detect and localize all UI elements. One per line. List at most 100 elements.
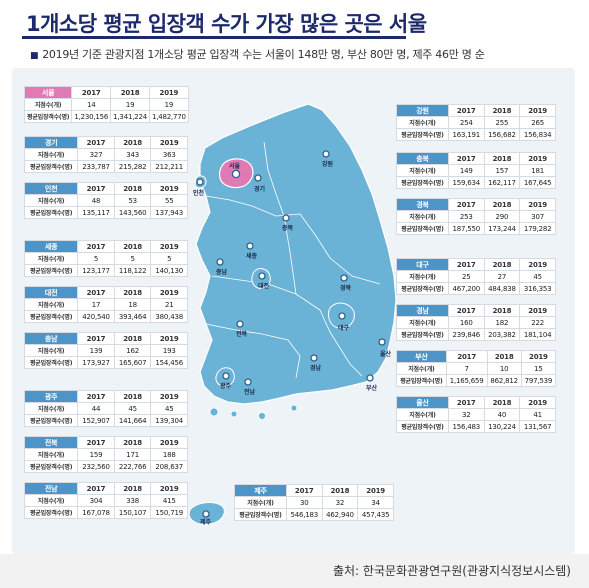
avg-value: 139,304 (150, 414, 188, 427)
avg-value: 143,560 (113, 206, 152, 219)
header-row: 부산 2017 2018 2019 (396, 350, 557, 363)
sites-value: 45 (519, 270, 556, 283)
avg-row: 평균입장객수(명) 1,230,156 1,341,224 1,482,770 (23, 110, 189, 123)
sites-row: 지점수(개) 32 40 41 (396, 408, 556, 421)
avg-row: 평균입장객수(명) 123,177 118,122 140,130 (23, 264, 188, 277)
avg-value: 150,107 (113, 506, 152, 519)
avg-label: 평균입장객수(명) (396, 282, 449, 295)
avg-value: 181,104 (519, 328, 556, 341)
year-cell: 2017 (285, 484, 323, 497)
header-row: 경북 2017 2018 2019 (396, 198, 556, 211)
sites-row: 지점수(개) 159 171 188 (23, 448, 188, 461)
sites-row: 지점수(개) 327 343 363 (23, 148, 188, 161)
avg-value: 393,464 (113, 310, 152, 323)
sites-label: 지점수(개) (23, 252, 79, 265)
gangwon-marker (322, 150, 330, 158)
avg-row: 평균입장객수(명) 1,165,659 862,812 797,539 (396, 374, 557, 387)
chungbuk-marker (282, 214, 290, 222)
header-row: 전남 2017 2018 2019 (23, 482, 188, 495)
sites-row: 지점수(개) 304 338 415 (23, 494, 188, 507)
sites-value: 30 (285, 496, 323, 509)
mainland-shape (195, 103, 397, 405)
avg-row: 평균입장객수(명) 152,907 141,664 139,304 (23, 414, 188, 427)
year-cell: 2017 (77, 390, 115, 403)
avg-value: 179,282 (519, 222, 556, 235)
avg-value: 1,165,659 (445, 374, 488, 387)
year-cell: 2018 (483, 152, 521, 165)
header-row: 대구 2017 2018 2019 (396, 258, 556, 271)
avg-value: 457,435 (357, 508, 394, 521)
year-cell: 2019 (150, 482, 188, 495)
sites-value: 48 (77, 194, 115, 207)
year-cell: 2017 (77, 436, 115, 449)
avg-label: 평균입장객수(명) (234, 508, 287, 521)
avg-label: 평균입장객수(명) (23, 264, 79, 277)
sites-label: 지점수(개) (23, 148, 79, 161)
header-row: 울산 2017 2018 2019 (396, 396, 556, 409)
region-name: 충남 (23, 332, 79, 345)
avg-value: 156,682 (483, 128, 521, 141)
avg-label: 평균입장객수(명) (396, 222, 449, 235)
sites-value: 25 (447, 270, 485, 283)
map-label-gyeongnam: 경남 (310, 364, 322, 372)
gyeonggi-marker (254, 174, 262, 182)
sites-label: 지점수(개) (396, 210, 449, 223)
region-table-gangwon: 강원 2017 2018 2019 지점수(개) 254 255 265 평균입장객수(명) 16… (396, 104, 556, 141)
map-label-jeju: 제주 (200, 518, 212, 526)
sites-value: 182 (483, 316, 521, 329)
map-label-incheon: 인천 (193, 189, 205, 197)
sites-value: 5 (113, 252, 152, 265)
sites-value: 19 (110, 98, 150, 111)
avg-value: 1,482,770 (148, 110, 189, 123)
year-cell: 2017 (447, 152, 485, 165)
map-label-daejeon: 대전 (258, 282, 270, 290)
sites-row: 지점수(개) 5 5 5 (23, 252, 188, 265)
sites-value: 5 (77, 252, 115, 265)
avg-value: 159,634 (447, 176, 485, 189)
coast-islands (209, 404, 298, 420)
avg-value: 239,846 (447, 328, 485, 341)
region-name: 울산 (396, 396, 449, 409)
year-cell: 2019 (150, 182, 188, 195)
header-row: 세종 2017 2018 2019 (23, 240, 188, 253)
sites-value: 188 (150, 448, 188, 461)
year-cell: 2017 (77, 240, 115, 253)
avg-value: 131,567 (519, 420, 556, 433)
region-table-daegu: 대구 2017 2018 2019 지점수(개) 25 27 45 평균입장객수(명) 467,2… (396, 258, 556, 295)
avg-value: 173,244 (483, 222, 521, 235)
avg-row: 평균입장객수(명) 239,846 203,382 181,104 (396, 328, 556, 341)
map-label-gangwon: 강원 (322, 160, 333, 168)
avg-value: 208,637 (150, 460, 188, 473)
region-name: 경기 (23, 136, 79, 149)
sites-value: 32 (321, 496, 359, 509)
region-name: 인천 (23, 182, 79, 195)
region-borders (205, 141, 381, 379)
avg-value: 130,224 (483, 420, 521, 433)
avg-row: 평균입장객수(명) 159,634 162,117 167,645 (396, 176, 556, 189)
header-row: 강원 2017 2018 2019 (396, 104, 556, 117)
sites-value: 181 (519, 164, 556, 177)
sites-row: 지점수(개) 149 157 181 (396, 164, 556, 177)
ulsan-marker (378, 338, 386, 346)
map-label-seoul: 서울 (229, 162, 241, 170)
sites-label: 지점수(개) (23, 344, 79, 357)
year-cell: 2019 (150, 136, 188, 149)
sites-value: 415 (150, 494, 188, 507)
region-name: 강원 (396, 104, 449, 117)
avg-value: 135,117 (77, 206, 115, 219)
avg-row: 평균입장객수(명) 135,117 143,560 137,943 (23, 206, 188, 219)
daegu-marker (338, 312, 346, 320)
year-cell: 2019 (150, 286, 188, 299)
sites-value: 255 (483, 116, 521, 129)
sites-value: 19 (148, 98, 189, 111)
avg-row: 평균입장객수(명) 546,183 462,940 457,435 (234, 508, 394, 521)
avg-value: 137,943 (150, 206, 188, 219)
avg-value: 167,078 (77, 506, 115, 519)
avg-value: 380,438 (150, 310, 188, 323)
gwangju-marker (222, 372, 230, 380)
avg-value: 546,183 (285, 508, 323, 521)
sites-label: 지점수(개) (396, 270, 449, 283)
sites-row: 지점수(개) 254 255 265 (396, 116, 556, 129)
region-table-gyeongbuk: 경북 2017 2018 2019 지점수(개) 253 290 307 평균입장객수(명) 18… (396, 198, 556, 235)
sites-value: 21 (150, 298, 188, 311)
